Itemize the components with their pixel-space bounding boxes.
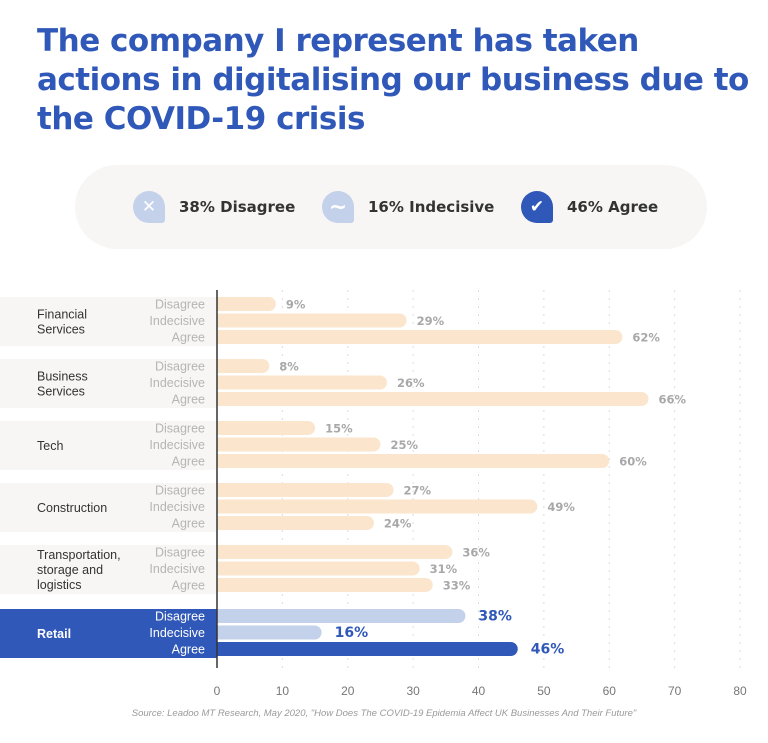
x-tick-label: 0 xyxy=(214,684,221,698)
response-label: Agree xyxy=(172,393,205,407)
x-tick-label: 20 xyxy=(341,684,355,698)
bar xyxy=(217,313,407,328)
x-tick-label: 10 xyxy=(276,684,290,698)
value-label: 8% xyxy=(279,360,299,374)
response-label: Disagree xyxy=(155,546,205,560)
x-tick-label: 30 xyxy=(406,684,420,698)
legend-item-disagree: ✕ 38% Disagree xyxy=(133,189,295,225)
value-label: 36% xyxy=(462,546,490,560)
x-tick-label: 60 xyxy=(603,684,617,698)
x-icon: ✕ xyxy=(133,191,165,223)
value-label: 31% xyxy=(430,562,458,576)
x-tick-label: 80 xyxy=(733,684,747,698)
value-label: 27% xyxy=(404,484,432,498)
group-label: Financial Services xyxy=(37,308,87,337)
bar xyxy=(217,375,387,390)
bar xyxy=(216,359,270,373)
value-label: 66% xyxy=(658,393,686,407)
value-label: 62% xyxy=(632,331,660,345)
bar xyxy=(217,625,322,640)
response-label: Disagree xyxy=(155,422,205,436)
value-label: 25% xyxy=(390,438,418,452)
response-label: Agree xyxy=(172,455,205,469)
group-label: Transportation, storage and logistics xyxy=(37,548,121,592)
check-icon: ✔ xyxy=(521,191,553,223)
response-label: Indecisive xyxy=(149,562,205,576)
response-label: Disagree xyxy=(155,610,205,624)
group-band xyxy=(0,359,217,408)
group-label: Construction xyxy=(37,501,107,515)
value-label: 29% xyxy=(417,314,445,328)
response-label: Indecisive xyxy=(149,314,205,328)
bar xyxy=(217,499,538,514)
legend-label: 38% Disagree xyxy=(179,198,296,216)
bar xyxy=(217,561,420,576)
value-label: 24% xyxy=(384,517,412,531)
bar xyxy=(217,642,518,656)
legend-label: 16% Indecisive xyxy=(368,198,495,216)
x-tick-label: 40 xyxy=(472,684,486,698)
value-label: 15% xyxy=(325,422,353,436)
response-label: Indecisive xyxy=(149,626,205,640)
tilde-icon: ~ xyxy=(322,191,354,223)
value-label: 26% xyxy=(397,376,425,390)
group-label: Retail xyxy=(37,627,71,641)
value-label: 9% xyxy=(286,298,306,312)
bar xyxy=(216,609,466,624)
bar xyxy=(217,545,453,559)
bar xyxy=(217,437,381,452)
response-label: Indecisive xyxy=(149,500,205,514)
bar xyxy=(217,330,623,344)
legend-label: 46% Agree xyxy=(567,198,659,216)
group-band xyxy=(0,483,217,532)
source-note: Source: Leadoo MT Research, May 2020, "H… xyxy=(131,708,637,719)
x-tick-label: 50 xyxy=(537,684,551,698)
bar xyxy=(217,454,610,468)
group-band xyxy=(0,609,217,658)
value-label: 38% xyxy=(478,609,512,625)
response-label: Disagree xyxy=(155,298,205,312)
legend: ✕ 38% Disagree ~ 16% Indecisive ✔ 46% Ag… xyxy=(75,165,707,249)
legend-item-indecisive: ~ 16% Indecisive xyxy=(322,189,494,225)
value-label: 46% xyxy=(531,642,565,658)
response-label: Disagree xyxy=(155,484,205,498)
group-band xyxy=(0,421,217,470)
group-band xyxy=(0,297,217,346)
bar xyxy=(216,578,433,592)
value-label: 33% xyxy=(443,579,471,593)
legend-item-agree: ✔ 46% Agree xyxy=(521,189,658,225)
group-label: Tech xyxy=(37,439,63,453)
x-tick-label: 70 xyxy=(668,684,682,698)
chart-title: The company I represent has taken action… xyxy=(37,23,749,137)
bar xyxy=(216,392,649,406)
group-label: Business Services xyxy=(37,370,88,399)
response-label: Agree xyxy=(172,643,205,657)
value-label: 60% xyxy=(619,455,647,469)
bar xyxy=(217,483,394,497)
bar xyxy=(217,421,316,435)
value-label: 16% xyxy=(335,625,369,641)
group-band xyxy=(0,545,217,594)
response-label: Agree xyxy=(172,517,205,531)
response-label: Indecisive xyxy=(149,438,205,452)
response-label: Disagree xyxy=(155,360,205,374)
response-label: Indecisive xyxy=(149,376,205,390)
response-label: Agree xyxy=(172,579,205,593)
value-label: 49% xyxy=(547,500,575,514)
bar xyxy=(217,297,276,311)
response-label: Agree xyxy=(172,331,205,345)
bar xyxy=(217,516,374,530)
